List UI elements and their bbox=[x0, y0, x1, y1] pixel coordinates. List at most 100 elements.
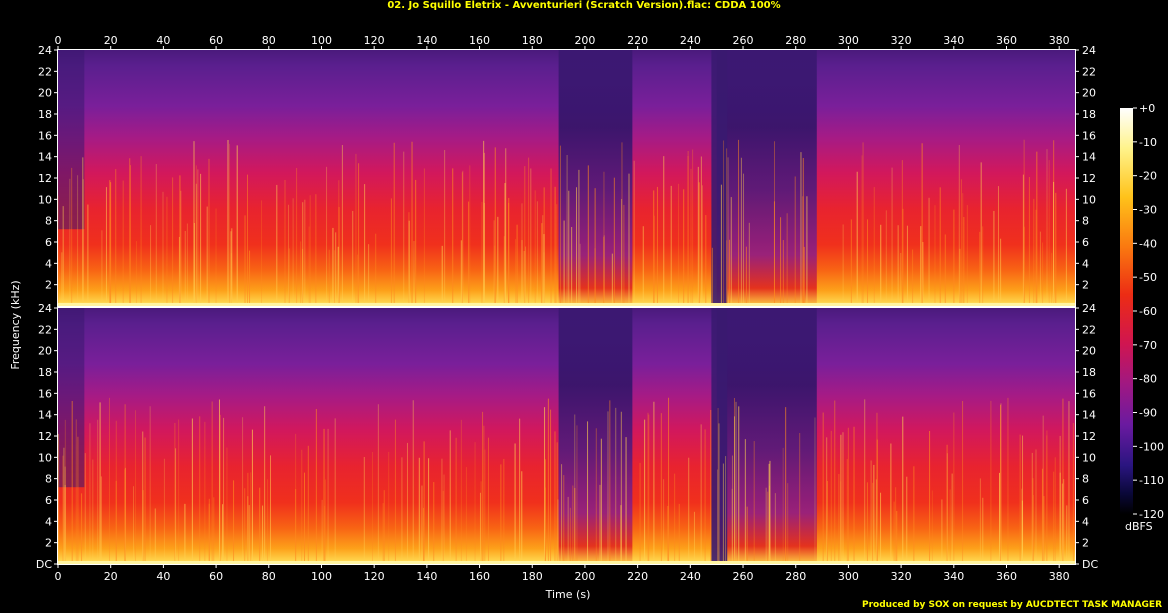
y-tick-label-right: 18 bbox=[1082, 108, 1096, 121]
y-tick-label-right: 4 bbox=[1082, 515, 1089, 528]
x-tick-label-bottom: 300 bbox=[838, 570, 859, 583]
x-tick-label-bottom: 380 bbox=[1049, 570, 1070, 583]
y-tick-label-right: 24 bbox=[1082, 302, 1096, 315]
y-tick-label-right: 20 bbox=[1082, 87, 1096, 100]
y-tick-label-left: 24 bbox=[38, 44, 52, 57]
intro-fade bbox=[58, 50, 85, 230]
x-tick-label-top: 180 bbox=[522, 34, 543, 47]
y-tick-label-left: 12 bbox=[38, 172, 52, 185]
quiet-segment bbox=[716, 308, 817, 564]
colorbar-label: dBFS bbox=[1125, 520, 1153, 533]
colorbar-ticks: +0 -10 -20 -30 -40 -50 -60 -70 -80 -90 -100 -110 -12… bbox=[1133, 102, 1164, 521]
y-tick-label-left: 24 bbox=[38, 302, 52, 315]
x-tick-label-bottom: 140 bbox=[416, 570, 437, 583]
x-tick-label-bottom: 120 bbox=[364, 570, 385, 583]
x-axis-label: Time (s) bbox=[545, 588, 591, 601]
quiet-segment bbox=[716, 50, 817, 306]
x-tick-label-bottom: 60 bbox=[209, 570, 223, 583]
dc-band bbox=[58, 303, 1075, 306]
y-tick-label-right: 4 bbox=[1082, 257, 1089, 270]
x-tick-label-top: 200 bbox=[574, 34, 595, 47]
x-axis-top: 0 20 40 60 80 100 120 140 160 180 200 220 240 260 280 3… bbox=[55, 34, 1070, 50]
x-tick-label-bottom: 340 bbox=[943, 570, 964, 583]
y-tick-label-left: 6 bbox=[45, 236, 52, 249]
y-tick-label-left: DC bbox=[36, 558, 52, 571]
y-tick-label-left: 14 bbox=[38, 151, 52, 164]
x-tick-label-top: 380 bbox=[1049, 34, 1070, 47]
y-tick-label-right: 8 bbox=[1082, 215, 1089, 228]
y-axis-right: 24 22 20 18 16 14 12 10 8 6 4 2 24 22 20 18 16 14 12 10 8 6 4 2… bbox=[1075, 44, 1098, 571]
y-tick-label-left: 20 bbox=[38, 345, 52, 358]
y-tick-label-right: 6 bbox=[1082, 236, 1089, 249]
y-tick-label-left: 2 bbox=[45, 279, 52, 292]
x-tick-label-top: 40 bbox=[156, 34, 170, 47]
y-tick-label-right: 22 bbox=[1082, 65, 1096, 78]
y-tick-label-right: 12 bbox=[1082, 430, 1096, 443]
colorbar-tick-label: -60 bbox=[1139, 305, 1157, 318]
y-tick-label-left: 2 bbox=[45, 537, 52, 550]
x-tick-label-bottom: 320 bbox=[891, 570, 912, 583]
x-tick-label-top: 20 bbox=[104, 34, 118, 47]
x-tick-label-bottom: 20 bbox=[104, 570, 118, 583]
x-tick-label-top: 60 bbox=[209, 34, 223, 47]
intro-fade bbox=[58, 308, 85, 488]
x-tick-label-bottom: 360 bbox=[996, 570, 1017, 583]
colorbar-tick-label: +0 bbox=[1139, 102, 1155, 115]
y-tick-label-right: 6 bbox=[1082, 494, 1089, 507]
x-tick-label-top: 80 bbox=[262, 34, 276, 47]
dc-band bbox=[58, 561, 1075, 564]
colorbar-tick-label: -40 bbox=[1139, 237, 1157, 250]
y-axis-label: Frequency (kHz) bbox=[9, 280, 22, 369]
x-tick-label-top: 300 bbox=[838, 34, 859, 47]
x-tick-label-top: 340 bbox=[943, 34, 964, 47]
y-tick-label-left: 10 bbox=[38, 451, 52, 464]
channel-bottom-heatmap bbox=[58, 308, 1075, 564]
y-tick-label-right: 14 bbox=[1082, 409, 1096, 422]
x-tick-label-top: 0 bbox=[55, 34, 62, 47]
colorbar-tick-label: -70 bbox=[1139, 339, 1157, 352]
credit-text: Produced by SOX on request by AUCDTECT T… bbox=[862, 600, 1162, 610]
y-tick-label-left: 18 bbox=[38, 366, 52, 379]
colorbar bbox=[1120, 108, 1133, 514]
x-tick-label-bottom: 240 bbox=[680, 570, 701, 583]
x-tick-label-bottom: 0 bbox=[55, 570, 62, 583]
channel-top-heatmap bbox=[57, 50, 1075, 306]
dropout bbox=[711, 308, 728, 564]
x-tick-label-bottom: 80 bbox=[262, 570, 276, 583]
y-tick-label-left: 20 bbox=[38, 87, 52, 100]
y-tick-label-left: 6 bbox=[45, 494, 52, 507]
y-tick-label-right: 10 bbox=[1082, 193, 1096, 206]
x-tick-label-top: 120 bbox=[364, 34, 385, 47]
y-tick-label-right: 24 bbox=[1082, 44, 1096, 57]
y-tick-label-right: 8 bbox=[1082, 473, 1089, 486]
y-tick-label-right: 2 bbox=[1082, 279, 1089, 292]
colorbar-tick-label: -90 bbox=[1139, 407, 1157, 420]
y-tick-label-left: 22 bbox=[38, 323, 52, 336]
colorbar-tick-label: -80 bbox=[1139, 373, 1157, 386]
y-tick-label-right: 16 bbox=[1082, 387, 1096, 400]
colorbar-tick-label: -120 bbox=[1139, 508, 1164, 521]
x-tick-label-top: 320 bbox=[891, 34, 912, 47]
y-tick-label-right: 20 bbox=[1082, 345, 1096, 358]
y-tick-label-right: 16 bbox=[1082, 129, 1096, 142]
x-tick-label-top: 360 bbox=[996, 34, 1017, 47]
x-tick-label-bottom: 180 bbox=[522, 570, 543, 583]
x-tick-label-bottom: 40 bbox=[156, 570, 170, 583]
y-tick-label-left: 8 bbox=[45, 473, 52, 486]
x-tick-label-bottom: 160 bbox=[469, 570, 490, 583]
y-tick-label-right: 18 bbox=[1082, 366, 1096, 379]
x-tick-label-bottom: 100 bbox=[311, 570, 332, 583]
y-tick-label-right: 22 bbox=[1082, 323, 1096, 336]
quiet-segment bbox=[558, 308, 633, 564]
dropout bbox=[711, 50, 728, 306]
chart-title: 02. Jo Squillo Eletrix - Avventurieri (S… bbox=[387, 0, 781, 11]
x-tick-label-bottom: 200 bbox=[574, 570, 595, 583]
x-tick-label-top: 240 bbox=[680, 34, 701, 47]
x-tick-label-bottom: 280 bbox=[785, 570, 806, 583]
y-tick-label-left: 22 bbox=[38, 65, 52, 78]
y-tick-label-right: 10 bbox=[1082, 451, 1096, 464]
y-tick-label-left: 18 bbox=[38, 108, 52, 121]
y-tick-label-left: 16 bbox=[38, 129, 52, 142]
x-tick-label-top: 100 bbox=[311, 34, 332, 47]
colorbar-tick-label: -50 bbox=[1139, 271, 1157, 284]
